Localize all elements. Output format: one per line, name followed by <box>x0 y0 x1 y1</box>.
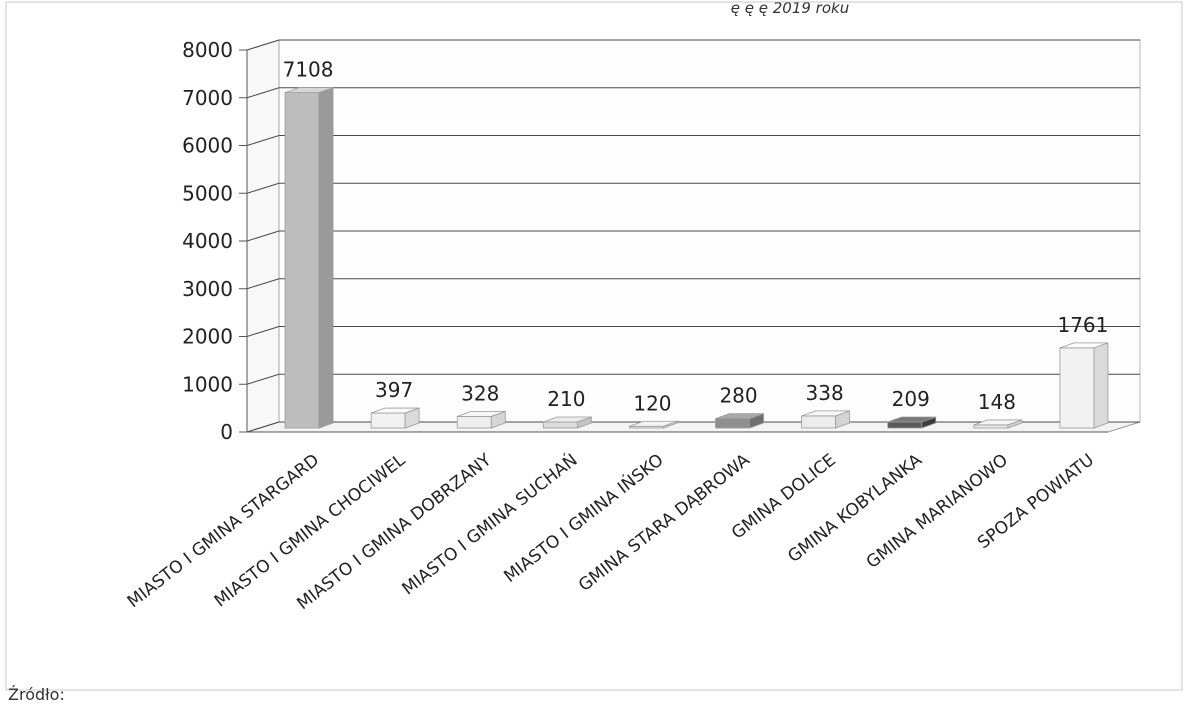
chart-header-fragment: ę ę ę 2019 roku <box>731 0 849 17</box>
bar-front <box>715 418 750 429</box>
source-footnote: Źródło: <box>8 685 65 703</box>
y-tick-label: 3000 <box>182 277 233 301</box>
y-tick-label: 6000 <box>182 134 233 158</box>
bar-front <box>284 92 320 429</box>
bar-top <box>629 420 678 427</box>
y-tick-label: 2000 <box>182 325 233 349</box>
gridline <box>246 87 1140 99</box>
data-label: 210 <box>547 387 585 411</box>
bar <box>284 87 334 429</box>
gridline <box>246 182 1140 194</box>
chart-gridlines <box>246 39 1140 433</box>
bar-front <box>801 415 837 429</box>
bar-front <box>456 415 492 429</box>
gridline <box>246 135 1140 146</box>
chart-back-wall <box>246 39 1141 433</box>
gridline <box>246 421 1140 433</box>
gridline <box>246 230 1140 242</box>
gridline <box>246 326 1140 337</box>
bar-top <box>457 410 506 417</box>
category-label: GMINA STARA DĄBROWA <box>575 450 754 596</box>
data-label: 328 <box>461 381 499 405</box>
bar <box>973 419 1023 429</box>
bar <box>1059 342 1109 429</box>
y-tick-label: 0 <box>220 420 233 444</box>
y-tick-label: 5000 <box>182 181 233 205</box>
bar-top <box>973 419 1022 426</box>
bar <box>887 416 937 429</box>
bar-front <box>887 421 923 429</box>
bar <box>715 413 764 429</box>
bar <box>629 420 678 429</box>
bar <box>370 407 420 429</box>
data-label: 7108 <box>283 58 334 82</box>
data-label: 1761 <box>1057 313 1108 337</box>
data-label: 148 <box>978 390 1016 414</box>
data-label: 280 <box>719 384 757 408</box>
bar-side <box>318 87 334 429</box>
y-tick-label: 1000 <box>182 372 233 396</box>
chart-data-labels: 7108 397 328 210 120 280 338 209 148 1761 <box>283 58 1109 416</box>
y-axis: 0 1000 2000 3000 4000 5000 6000 7000 8000 <box>182 38 248 444</box>
data-label: 338 <box>806 381 844 405</box>
bar-side <box>1093 342 1109 429</box>
chart-bars <box>284 87 1109 429</box>
data-label: 209 <box>892 387 930 411</box>
bar-top <box>801 410 850 417</box>
bar <box>542 416 592 429</box>
y-tick-label: 7000 <box>182 86 233 110</box>
chart-border <box>5 1 1183 691</box>
gridline <box>246 278 1140 290</box>
category-label: MIASTO I GMINA IŃSKO <box>499 449 667 587</box>
bar-front <box>1059 347 1095 429</box>
bar-top <box>284 87 334 93</box>
bar <box>801 410 851 429</box>
data-label: 120 <box>633 391 671 415</box>
category-label: MIASTO I GMINA SUCHAŃ <box>397 449 581 600</box>
bar-top <box>887 416 936 423</box>
bar-top <box>371 407 420 414</box>
y-tick-label: 4000 <box>182 229 233 253</box>
gridline <box>246 39 1140 51</box>
bar-top <box>1059 342 1109 349</box>
gridline <box>246 373 1140 385</box>
bar-top <box>715 413 764 420</box>
bar-top <box>543 416 592 423</box>
bar <box>456 410 506 429</box>
y-tick-label: 8000 <box>182 38 233 62</box>
bar-front <box>973 424 1009 429</box>
category-label: GMINA MARIANOWO <box>863 450 1012 573</box>
bar-front <box>370 412 406 429</box>
bar-front <box>542 421 578 429</box>
data-label: 397 <box>375 378 413 402</box>
